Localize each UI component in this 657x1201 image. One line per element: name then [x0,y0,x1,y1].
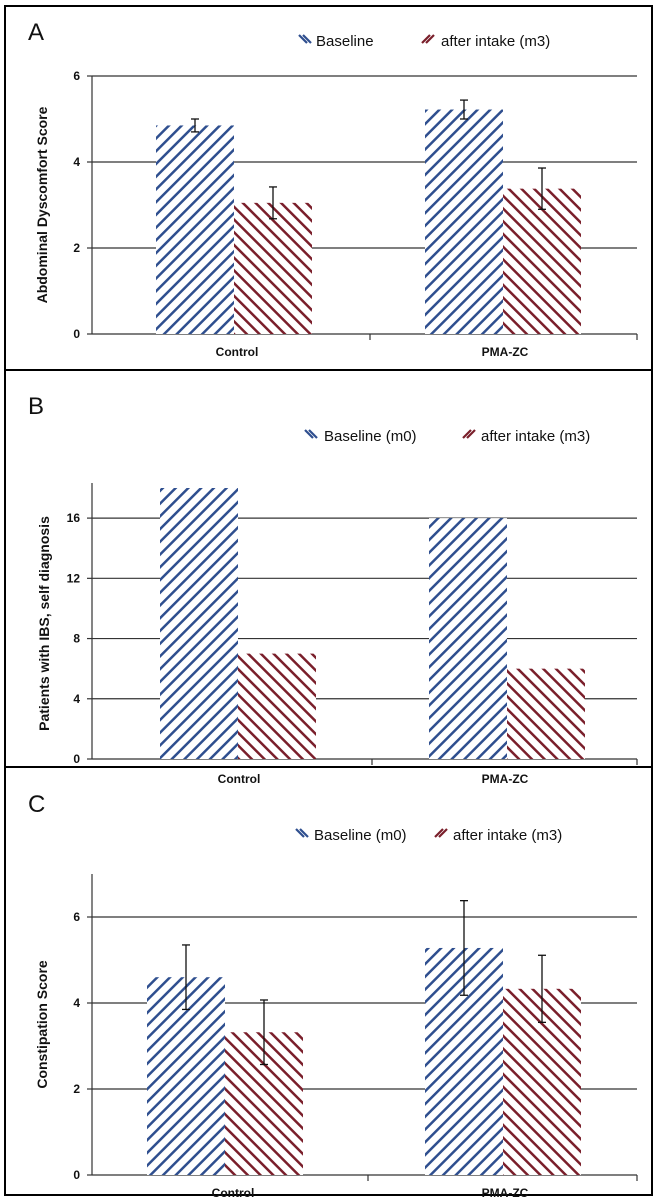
y-tick-label: 16 [67,511,81,525]
panel-letter: A [28,19,44,46]
bar-c-control-baseline [147,977,225,1175]
y-axis-label: Abdominal Dyscomfort Score [34,106,50,303]
category-label: PMA-ZC [482,772,529,786]
legend-swatch [298,34,308,44]
bar-b-control-after [238,653,316,759]
y-tick-label: 2 [73,1082,80,1096]
chart-panel-a: A 0 2 4 6 Abdominal Dyscomfort Score Control PM… [4,5,653,371]
legend-swatch [462,429,472,439]
legend-label: Baseline (m0) [314,827,407,844]
y-tick-label: 6 [73,69,80,83]
category-label: Control [212,1186,255,1200]
legend-swatch [421,34,431,44]
y-tick-label: 4 [73,692,80,706]
y-tick-label: 2 [73,241,80,255]
legend-swatch [466,429,476,439]
legend-label: after intake (m3) [481,428,590,445]
y-tick-label: 0 [73,327,80,341]
panel-frame [4,766,653,1196]
y-tick-label: 6 [73,910,80,924]
category-label: Control [218,772,261,786]
y-tick-label: 12 [67,571,81,585]
chart-panel-b: B 0 4 8 12 16 Patients with IBS, self diagnosi… [4,369,653,786]
y-tick-label: 4 [73,155,80,169]
legend-label: Baseline [316,33,374,50]
legend-swatch [425,34,435,44]
legend-swatch [299,828,309,838]
legend-swatch [434,828,444,838]
category-label: PMA-ZC [482,1186,529,1200]
category-label: Control [216,345,259,359]
legend-swatch [302,34,312,44]
panel-letter: C [28,791,45,818]
y-axis-label: Patients with IBS, self diagnosis [36,516,52,731]
chart-panel-c: C 0 2 4 6 Constipation Score Control PMA-ZC Base… [4,766,653,1200]
legend-swatch [304,429,314,439]
bar-a-pma-zc-after [503,188,581,334]
legend-label: after intake (m3) [453,827,562,844]
bar-b-control-baseline [160,488,238,759]
legend-swatch [438,828,448,838]
bar-b-pma-zc-baseline [429,518,507,759]
y-axis-label: Constipation Score [34,960,50,1089]
legend-label: Baseline (m0) [324,428,417,445]
y-tick-label: 0 [73,752,80,766]
panel-letter: B [28,393,44,420]
y-tick-label: 4 [73,996,80,1010]
bar-a-control-baseline [156,125,234,334]
legend-swatch [295,828,305,838]
legend-swatch [308,429,318,439]
y-tick-label: 0 [73,1168,80,1182]
bar-b-pma-zc-after [507,668,585,759]
y-tick-label: 8 [73,632,80,646]
category-label: PMA-ZC [482,345,529,359]
bar-a-pma-zc-baseline [425,109,503,334]
legend-label: after intake (m3) [441,33,550,50]
bar-a-control-after [234,202,312,334]
